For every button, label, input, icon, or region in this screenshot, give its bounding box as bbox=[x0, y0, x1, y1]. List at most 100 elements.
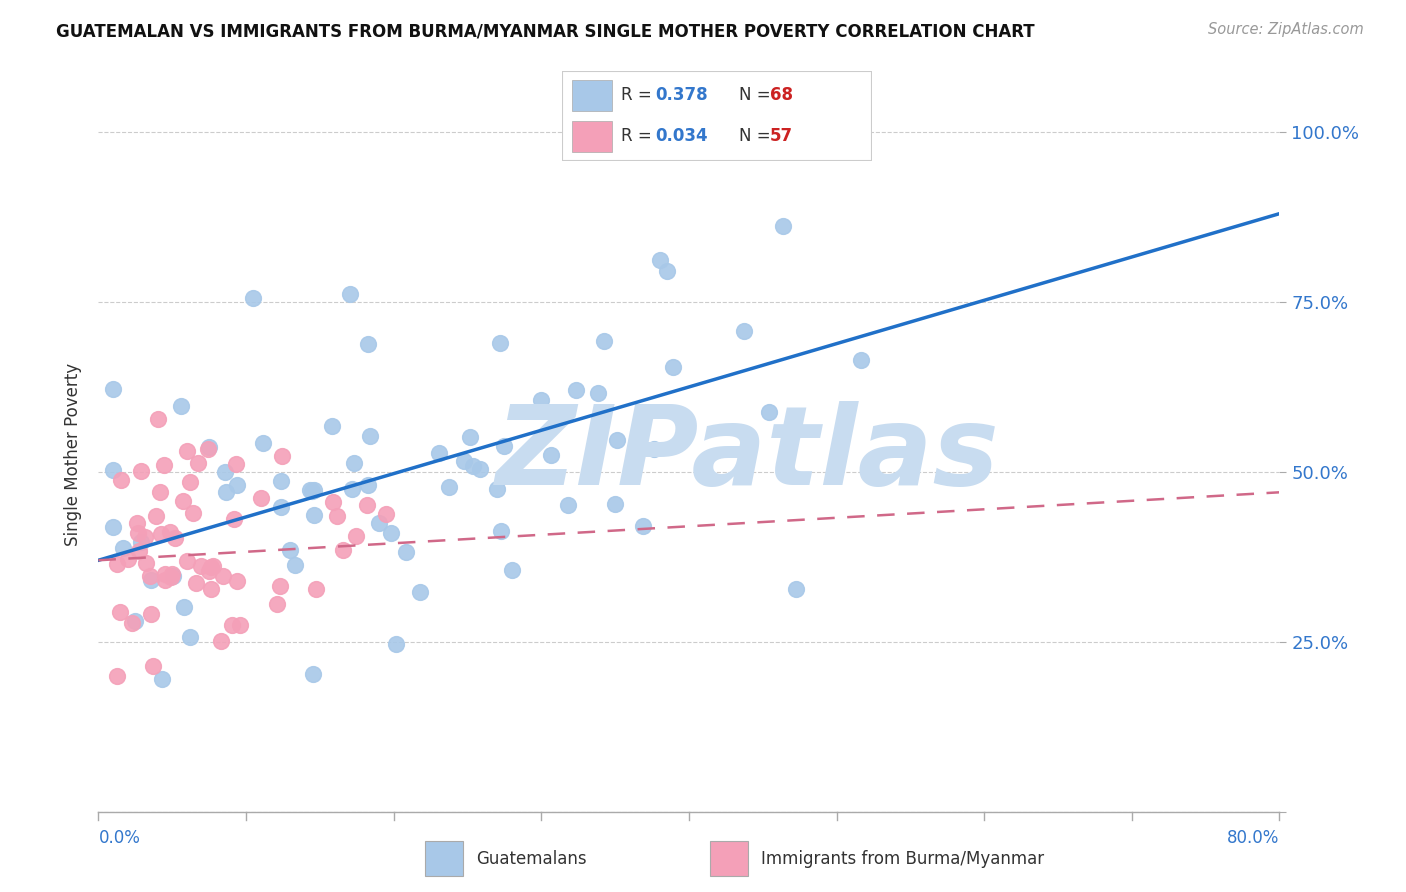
Point bbox=[127, 525, 149, 540]
Point bbox=[121, 615, 143, 630]
Point bbox=[146, 411, 169, 425]
Point bbox=[162, 568, 184, 582]
Point bbox=[250, 491, 273, 505]
Point bbox=[242, 291, 264, 305]
Point bbox=[461, 458, 484, 473]
Point bbox=[772, 219, 794, 233]
Text: N =: N = bbox=[738, 128, 776, 145]
Point bbox=[357, 478, 380, 492]
Text: 0.034: 0.034 bbox=[655, 128, 707, 145]
Point bbox=[110, 473, 132, 487]
Point bbox=[340, 482, 363, 496]
Point bbox=[359, 429, 381, 443]
Point bbox=[141, 573, 163, 587]
Point bbox=[142, 659, 165, 673]
Point bbox=[153, 458, 176, 472]
Point bbox=[201, 558, 224, 573]
Point bbox=[344, 529, 367, 543]
Point bbox=[557, 498, 579, 512]
Point bbox=[270, 474, 292, 488]
Point bbox=[305, 582, 328, 596]
Text: R =: R = bbox=[621, 87, 657, 104]
Bar bbox=[426, 841, 464, 876]
Point bbox=[184, 575, 207, 590]
Text: 57: 57 bbox=[769, 128, 793, 145]
Point bbox=[124, 614, 146, 628]
Point bbox=[221, 617, 243, 632]
Point bbox=[209, 634, 232, 648]
Point bbox=[785, 582, 807, 597]
Text: Immigrants from Burma/Myanmar: Immigrants from Burma/Myanmar bbox=[761, 849, 1043, 868]
Point bbox=[643, 442, 665, 457]
Point bbox=[375, 507, 398, 521]
Point bbox=[252, 435, 274, 450]
Point bbox=[212, 568, 235, 582]
Point bbox=[155, 573, 177, 587]
Point bbox=[159, 525, 181, 540]
Point bbox=[339, 286, 361, 301]
Point bbox=[197, 442, 219, 456]
Point bbox=[139, 607, 162, 621]
Point bbox=[187, 456, 209, 470]
Point bbox=[103, 520, 125, 534]
Point bbox=[486, 482, 509, 496]
Point bbox=[117, 552, 139, 566]
Point bbox=[321, 419, 343, 434]
Point bbox=[302, 483, 325, 497]
Point bbox=[229, 618, 252, 632]
Point bbox=[173, 599, 195, 614]
Y-axis label: Single Mother Poverty: Single Mother Poverty bbox=[65, 363, 83, 547]
Point bbox=[284, 558, 307, 573]
Point bbox=[298, 483, 321, 497]
Point bbox=[409, 585, 432, 599]
Point bbox=[170, 399, 193, 413]
Point bbox=[269, 579, 291, 593]
Point bbox=[494, 439, 516, 453]
Point bbox=[150, 526, 173, 541]
Point bbox=[380, 525, 402, 540]
Point bbox=[631, 519, 654, 533]
Point bbox=[226, 574, 249, 588]
Point bbox=[225, 477, 247, 491]
Point bbox=[111, 541, 134, 555]
Point bbox=[105, 557, 128, 571]
Text: Guatemalans: Guatemalans bbox=[475, 849, 586, 868]
Point bbox=[357, 337, 380, 351]
Point bbox=[176, 444, 198, 458]
Point bbox=[198, 565, 221, 579]
Point bbox=[280, 543, 302, 558]
Point bbox=[139, 568, 162, 582]
Point bbox=[200, 582, 222, 596]
Point bbox=[172, 493, 194, 508]
Point bbox=[110, 605, 132, 619]
Point bbox=[149, 485, 172, 500]
Point bbox=[332, 542, 354, 557]
Point bbox=[655, 264, 678, 278]
Text: GUATEMALAN VS IMMIGRANTS FROM BURMA/MYANMAR SINGLE MOTHER POVERTY CORRELATION CH: GUATEMALAN VS IMMIGRANTS FROM BURMA/MYAN… bbox=[56, 22, 1035, 40]
Point bbox=[368, 516, 391, 531]
Point bbox=[145, 508, 167, 523]
Point bbox=[650, 253, 672, 268]
Point bbox=[160, 567, 183, 582]
Text: 80.0%: 80.0% bbox=[1227, 829, 1279, 847]
Point bbox=[125, 516, 148, 531]
Point bbox=[160, 570, 183, 584]
Point bbox=[301, 483, 323, 498]
Text: 0.378: 0.378 bbox=[655, 87, 707, 104]
Point bbox=[128, 544, 150, 558]
Point bbox=[453, 454, 475, 468]
Point bbox=[733, 324, 755, 338]
Point bbox=[165, 531, 187, 545]
Point bbox=[176, 554, 198, 568]
Point bbox=[427, 446, 450, 460]
Point bbox=[439, 480, 461, 494]
Text: 68: 68 bbox=[769, 87, 793, 104]
Point bbox=[540, 448, 562, 462]
Point bbox=[134, 530, 156, 544]
Text: ZIPatlas: ZIPatlas bbox=[496, 401, 1000, 508]
Point bbox=[458, 430, 481, 444]
Point bbox=[343, 456, 366, 470]
Point bbox=[326, 508, 349, 523]
Point bbox=[135, 557, 157, 571]
Point bbox=[385, 636, 408, 650]
